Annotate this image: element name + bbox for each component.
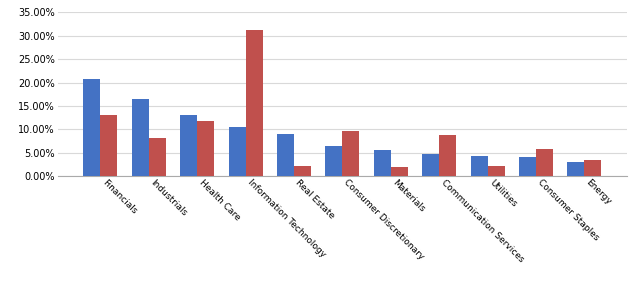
Bar: [470, 156, 488, 176]
Bar: [519, 157, 536, 176]
Bar: [180, 115, 197, 176]
Bar: [246, 30, 262, 176]
Bar: [342, 131, 359, 176]
Bar: [568, 162, 584, 176]
Bar: [149, 138, 166, 176]
Bar: [374, 150, 391, 176]
Bar: [422, 154, 439, 176]
Bar: [277, 134, 294, 176]
Bar: [488, 166, 504, 176]
Bar: [294, 166, 311, 176]
Bar: [197, 120, 214, 176]
Bar: [584, 160, 602, 176]
Bar: [83, 79, 100, 176]
Bar: [326, 146, 342, 176]
Bar: [228, 126, 246, 176]
Bar: [132, 99, 149, 176]
Bar: [439, 135, 456, 176]
Bar: [100, 115, 117, 176]
Bar: [536, 149, 553, 176]
Bar: [391, 168, 408, 176]
